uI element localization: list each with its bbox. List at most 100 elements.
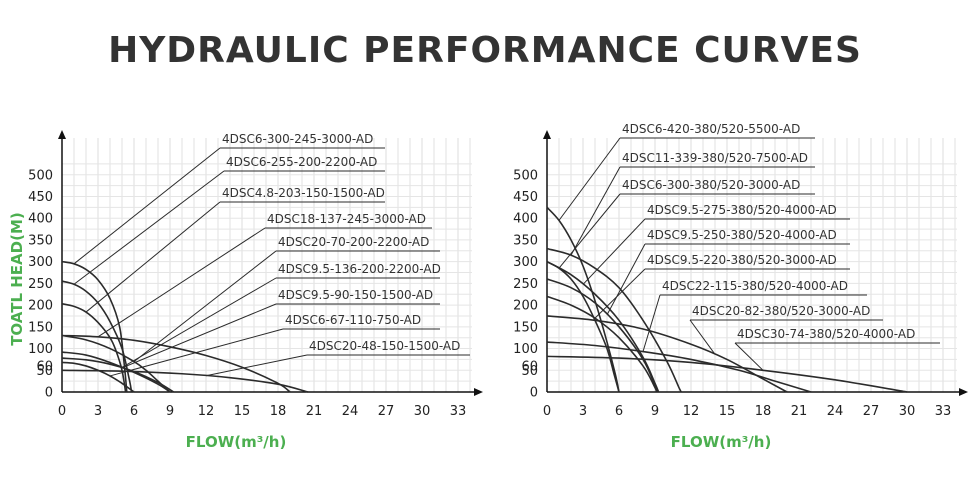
x-tick-label: 21 [791, 404, 808, 419]
y-tick-label: 250 [28, 277, 53, 292]
label-leader-line [73, 170, 225, 285]
performance-curve [546, 295, 658, 393]
y-tick-label: 200 [28, 299, 53, 314]
curve-label: 4DSC9.5-136-200-2200-AD [278, 262, 441, 276]
x-axis-arrow [959, 388, 968, 396]
label-leader-line [689, 319, 716, 355]
x-axis-label: FLOW(m³/h) [186, 433, 287, 451]
y-tick-label: 60 [36, 359, 53, 374]
y-tick-label: 150 [28, 320, 53, 335]
x-tick-label: 33 [935, 404, 952, 419]
y-tick-label: 450 [28, 190, 53, 205]
x-tick-label: 12 [198, 404, 215, 419]
curve-label: 4DSC20-82-380/520-3000-AD [692, 304, 870, 318]
x-tick-label: 15 [234, 404, 251, 419]
x-tick-label: 27 [863, 404, 880, 419]
curve-label: 4DSC18-137-245-3000-AD [267, 212, 426, 226]
curve-label: 4DSC20-48-150-1500-AD [309, 339, 460, 353]
x-axis-arrow [474, 388, 483, 396]
performance-curve [61, 260, 128, 393]
y-tick-label: 400 [28, 212, 53, 227]
curve-label: 4DSC9.5-220-380/520-3000-AD [647, 253, 837, 267]
label-leader-line [109, 328, 284, 377]
curve-label: 4DSC11-339-380/520-7500-AD [622, 151, 808, 165]
x-tick-label: 33 [450, 404, 467, 419]
curve-label: 4DSC9.5-250-380/520-4000-AD [647, 228, 837, 242]
y-tick-label: 400 [513, 212, 538, 227]
performance-curve [61, 334, 291, 393]
performance-curve [546, 247, 683, 393]
x-tick-label: 30 [899, 404, 916, 419]
y-tick-label: 350 [513, 233, 538, 248]
performance-curve [546, 341, 812, 393]
label-leader-line [558, 193, 621, 269]
y-tick-label: 50 [36, 364, 53, 379]
x-tick-label: 24 [827, 404, 844, 419]
performance-curve [546, 278, 659, 393]
y-tick-label: 200 [513, 299, 538, 314]
label-leader-line [205, 354, 308, 377]
x-tick-label: 27 [378, 404, 395, 419]
curve-label: 4DSC22-115-380/520-4000-AD [662, 279, 848, 293]
label-leader-line [606, 243, 646, 316]
label-leader-line [133, 250, 277, 362]
y-tick-label: 0 [530, 386, 538, 401]
x-tick-label: 9 [166, 404, 174, 419]
label-leader-line [570, 166, 621, 256]
curve-label: 4DSC9.5-275-380/520-4000-AD [647, 203, 837, 217]
y-tick-label: 250 [513, 277, 538, 292]
label-leader-line [582, 218, 646, 285]
x-tick-label: 6 [130, 404, 138, 419]
performance-curve [61, 303, 127, 393]
label-leader-line [121, 303, 277, 369]
y-tick-label: 450 [513, 190, 538, 205]
curve-label: 4DSC30-74-380/520-4000-AD [737, 327, 915, 341]
curve-label: 4DSC9.5-90-150-1500-AD [278, 288, 433, 302]
y-axis-arrow [543, 130, 551, 139]
x-tick-label: 24 [342, 404, 359, 419]
x-tick-label: 3 [579, 404, 587, 419]
x-tick-label: 21 [306, 404, 323, 419]
curve-label: 4DSC4.8-203-150-1500-AD [222, 186, 385, 200]
grid [547, 138, 957, 392]
y-tick-label: 300 [513, 255, 538, 270]
label-leader-line [594, 268, 646, 319]
performance-curve [61, 280, 133, 393]
x-tick-label: 12 [683, 404, 700, 419]
y-tick-label: 500 [513, 168, 538, 183]
y-tick-label: 60 [521, 359, 538, 374]
curve-label: 4DSC6-255-200-2200-AD [226, 155, 377, 169]
page-title: HYDRAULIC PERFORMANCE CURVES [108, 30, 862, 71]
label-leader-line [558, 137, 621, 221]
y-tick-label: 100 [28, 342, 53, 357]
curve-label: 4DSC6-420-380/520-5500-AD [622, 122, 800, 136]
x-tick-label: 18 [755, 404, 772, 419]
label-leader-line [97, 227, 266, 338]
label-leader-line [734, 342, 764, 371]
y-axis-label: TOATL HEAD(M) [8, 212, 26, 346]
y-tick-label: 350 [28, 233, 53, 248]
curve-label: 4DSC20-70-200-2200-AD [278, 235, 429, 249]
x-axis-label: FLOW(m³/h) [671, 433, 772, 451]
x-tick-label: 0 [58, 404, 66, 419]
x-tick-label: 18 [270, 404, 287, 419]
performance-curve [546, 260, 660, 393]
y-tick-label: 50 [521, 364, 538, 379]
y-tick-label: 500 [28, 168, 53, 183]
y-axis-arrow [58, 130, 66, 139]
x-tick-label: 9 [651, 404, 659, 419]
label-leader-line [85, 201, 221, 313]
y-tick-label: 300 [28, 255, 53, 270]
performance-curve [546, 355, 908, 393]
x-tick-label: 15 [719, 404, 736, 419]
curve-label: 4DSC6-67-110-750-AD [285, 313, 421, 327]
x-tick-label: 3 [94, 404, 102, 419]
curve-label: 4DSC6-300-380/520-3000-AD [622, 178, 800, 192]
curve-label: 4DSC6-300-245-3000-AD [222, 132, 373, 146]
x-tick-label: 0 [543, 404, 551, 419]
label-leader-line [121, 277, 277, 368]
x-tick-label: 6 [615, 404, 623, 419]
y-tick-label: 0 [45, 386, 53, 401]
